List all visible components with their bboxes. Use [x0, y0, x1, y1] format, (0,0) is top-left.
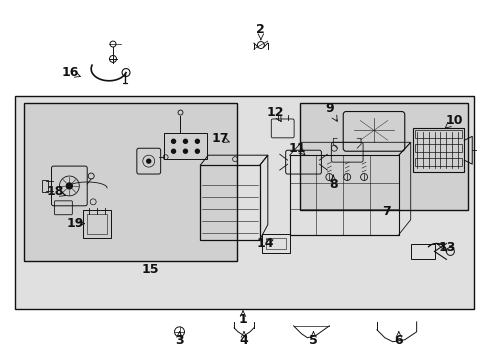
- Bar: [299, 103, 468, 210]
- Bar: [414, 144, 461, 152]
- Bar: [414, 130, 461, 138]
- Text: 4: 4: [239, 334, 248, 347]
- Text: 16: 16: [61, 66, 79, 79]
- Circle shape: [171, 139, 175, 143]
- Text: 17: 17: [211, 132, 228, 145]
- Bar: [410, 243, 434, 260]
- Text: 2: 2: [256, 23, 264, 36]
- Bar: [15, 96, 473, 309]
- Text: 11: 11: [288, 142, 305, 155]
- Circle shape: [195, 149, 199, 153]
- Circle shape: [66, 183, 72, 189]
- Bar: [289, 155, 398, 235]
- Circle shape: [146, 159, 150, 163]
- Circle shape: [183, 139, 187, 143]
- Bar: [87, 214, 107, 234]
- Circle shape: [195, 139, 199, 143]
- Text: 9: 9: [325, 102, 333, 115]
- Bar: [265, 238, 285, 249]
- Text: 6: 6: [394, 334, 402, 347]
- Text: 18: 18: [47, 185, 64, 198]
- Bar: [262, 234, 289, 253]
- Text: 15: 15: [142, 263, 159, 276]
- Text: 14: 14: [256, 237, 273, 250]
- Text: 13: 13: [438, 241, 455, 254]
- Text: 10: 10: [445, 114, 462, 127]
- Circle shape: [171, 149, 175, 153]
- Bar: [414, 158, 461, 166]
- Bar: [163, 133, 207, 159]
- Bar: [412, 129, 463, 172]
- Bar: [41, 180, 47, 192]
- Text: 1: 1: [238, 314, 247, 327]
- Text: 19: 19: [66, 217, 84, 230]
- Text: 7: 7: [382, 205, 390, 218]
- Text: 5: 5: [308, 334, 317, 347]
- Bar: [83, 210, 111, 238]
- Bar: [200, 165, 259, 239]
- Bar: [24, 103, 237, 261]
- Text: 8: 8: [328, 179, 337, 192]
- Circle shape: [183, 149, 187, 153]
- Text: 12: 12: [266, 106, 284, 119]
- Text: 3: 3: [175, 334, 183, 347]
